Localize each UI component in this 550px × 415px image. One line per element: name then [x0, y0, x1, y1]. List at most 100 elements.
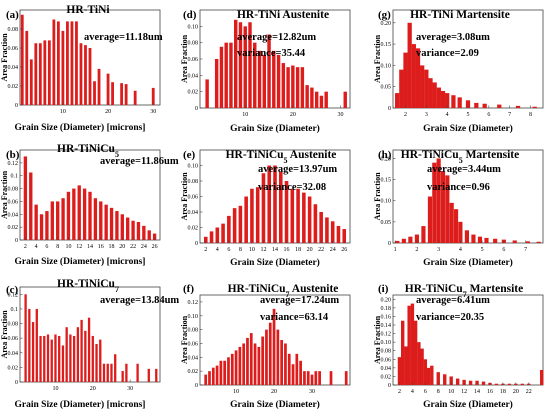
bar — [318, 371, 321, 385]
bar — [61, 345, 65, 382]
stat-label: variance=0.96 — [427, 182, 490, 193]
bar — [395, 93, 400, 108]
y-tick-label: 0.06 — [188, 57, 199, 63]
y-tick-label: 0.12 — [188, 300, 199, 306]
bar — [415, 48, 421, 108]
bar — [306, 371, 310, 385]
y-tick-label: 0 — [195, 383, 198, 389]
bar — [238, 205, 243, 243]
chart-title: HR-TiNiCu5 Martensite — [401, 149, 519, 165]
y-tick-label: 0.20 — [381, 21, 392, 27]
y-tick-label: 0.16 — [381, 314, 392, 320]
x-axis-label: Grain Size (Diameter) — [423, 123, 513, 134]
bar — [224, 42, 228, 108]
y-tick-label: 0.15 — [381, 42, 392, 48]
bar — [238, 346, 242, 385]
x-tick-label: 14 — [474, 389, 480, 395]
y-tick-label: 0.12 — [8, 161, 19, 167]
chart-title: HR-TiNiCu7 — [57, 278, 119, 294]
bar — [242, 343, 246, 385]
x-tick-label: 8 — [239, 247, 242, 253]
bar — [314, 91, 319, 108]
bar — [423, 359, 428, 385]
bar — [471, 234, 476, 243]
bar — [272, 308, 276, 385]
bar — [56, 201, 60, 240]
x-tick-label: 5 — [467, 112, 470, 118]
chart-panel-9: 0 0.02 0.04 0.06 0.08 0.10 0.12 0.14 0.16 0.18 0.2… — [373, 283, 544, 410]
stat-label: average=11.86um — [100, 156, 179, 167]
bar — [458, 221, 463, 243]
y-tick-label: 0 — [195, 106, 198, 112]
bar — [445, 175, 450, 243]
y-tick-label: 0.1 — [11, 307, 19, 313]
bar — [66, 21, 69, 105]
y-tick-label: 0.04 — [381, 366, 392, 372]
bar — [102, 363, 106, 382]
y-axis-label: Area Fraction — [373, 34, 382, 83]
y-axis-label: Area Fraction — [0, 310, 9, 359]
bar — [449, 202, 454, 243]
bar — [45, 211, 49, 240]
plot-frame — [392, 294, 544, 386]
stat-label: variance=35.44 — [237, 48, 306, 59]
bar — [436, 372, 440, 385]
bar — [215, 227, 220, 243]
y-tick-label: 0.06 — [8, 46, 19, 52]
bar — [204, 374, 208, 385]
x-tick-label: 5 — [481, 247, 484, 253]
chart-panel-3: 0 0.02 0.04 0.06 0.08 0.1 0.12 10 20 30 (c) HR-TiNi… — [0, 278, 179, 410]
bar — [87, 317, 91, 382]
bar — [295, 67, 300, 108]
bar — [261, 336, 265, 385]
bar — [278, 171, 283, 243]
x-tick-label: 7 — [524, 247, 527, 253]
bar — [84, 330, 87, 382]
x-axis-label: Grain Size (Diameter) — [230, 257, 320, 268]
bar — [427, 196, 433, 243]
bar — [268, 322, 272, 385]
bar — [23, 156, 28, 240]
x-tick-label: 20 — [105, 109, 111, 115]
bar — [43, 40, 47, 105]
x-tick-label: 12 — [76, 244, 82, 250]
y-tick-label: 0.06 — [188, 341, 199, 347]
bar — [31, 322, 35, 382]
bar — [414, 234, 419, 243]
y-tick-label: 0.10 — [381, 63, 392, 69]
bar — [330, 221, 335, 243]
x-tick-label: 20 — [90, 386, 96, 392]
bar — [58, 335, 61, 382]
bar — [313, 204, 318, 243]
bar — [261, 173, 266, 243]
bar — [300, 67, 305, 108]
x-tick-label: 2 — [415, 247, 418, 253]
bar — [443, 374, 447, 385]
chart-panel-5: 00.020.040.060.080.102 4 6 8 10 12 14 16 18 20 22 2… — [180, 149, 351, 268]
bar — [276, 329, 280, 385]
bar — [125, 363, 128, 382]
bar — [257, 346, 261, 385]
bar — [229, 42, 233, 108]
x-tick-label: 10 — [249, 247, 255, 253]
bar — [120, 83, 124, 105]
bar — [99, 339, 102, 382]
y-tick-label: 0.05 — [381, 85, 392, 91]
bar — [66, 191, 71, 240]
bar — [453, 209, 459, 243]
panel-label: (a) — [6, 9, 19, 21]
bar — [281, 63, 286, 108]
stat-label: average=12.82um — [237, 32, 316, 43]
x-tick-label: 8 — [56, 244, 59, 250]
bar — [215, 365, 219, 385]
bar — [512, 240, 517, 243]
bar — [430, 365, 434, 385]
x-tick-label: 4 — [216, 247, 219, 253]
bar — [296, 188, 300, 243]
bar — [404, 346, 408, 385]
x-tick-label: 20 — [271, 389, 277, 395]
y-tick-label: 0.10 — [188, 164, 199, 170]
bar — [397, 357, 402, 385]
bar — [420, 348, 424, 385]
x-tick-label: 6 — [45, 244, 48, 250]
